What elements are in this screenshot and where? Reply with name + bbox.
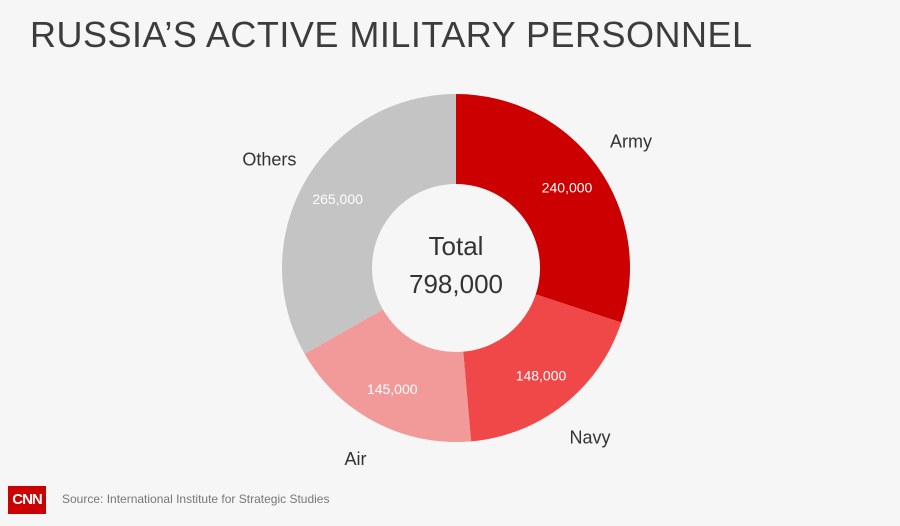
cnn-logo: CNN bbox=[8, 486, 46, 514]
value-label-army: 240,000 bbox=[542, 180, 593, 196]
category-label-air: Air bbox=[344, 449, 366, 469]
source-note: Source: International Institute for Stra… bbox=[62, 492, 330, 506]
slice-army bbox=[456, 94, 630, 323]
slice-air bbox=[304, 309, 472, 442]
value-label-others: 265,000 bbox=[312, 191, 363, 207]
chart-title: RUSSIA’S ACTIVE MILITARY PERSONNEL bbox=[30, 14, 753, 55]
slice-navy bbox=[463, 294, 622, 442]
category-label-navy: Navy bbox=[570, 427, 611, 447]
footer: CNN Source: International Institute for … bbox=[0, 478, 900, 526]
donut-chart: 240,000 148,000 145,000 265,000 Army Navy Air… bbox=[242, 94, 652, 469]
center-total-label: Total bbox=[429, 231, 484, 261]
value-label-air: 145,000 bbox=[367, 381, 418, 397]
slice-others bbox=[281, 94, 456, 354]
center-total-value: 798,000 bbox=[409, 269, 503, 299]
category-label-others: Others bbox=[242, 149, 296, 169]
category-label-army: Army bbox=[610, 131, 652, 151]
value-label-navy: 148,000 bbox=[516, 367, 567, 383]
